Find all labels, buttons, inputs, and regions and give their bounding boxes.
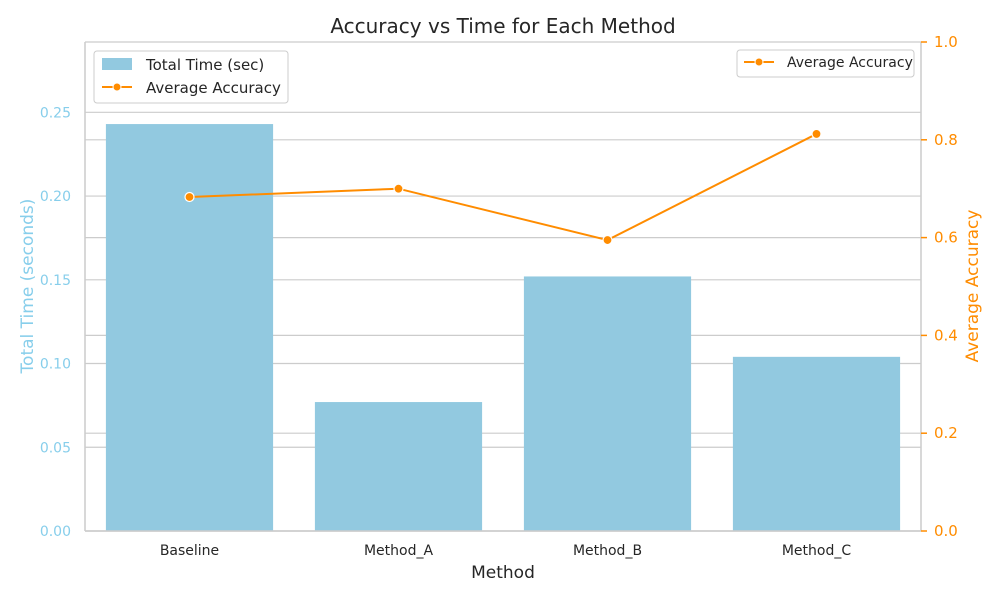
accuracy-line xyxy=(189,133,817,242)
legend-left-swatch-bar xyxy=(102,58,132,70)
bar-method_a xyxy=(314,402,483,531)
accuracy-point-baseline xyxy=(184,191,195,203)
y-left-tick-label-1: 0.05 xyxy=(40,440,71,456)
axes-layer: 0.00 0.05 0.10 0.15 0.20 0.25 0.0 0.2 0.4 0.6 0.8 1… xyxy=(40,33,958,559)
y-left-tick-label-2: 0.10 xyxy=(40,357,71,373)
y-right-tick-label-1: 0.2 xyxy=(934,424,958,442)
x-tick-label-method_c: Method_C xyxy=(782,543,852,559)
x-tick-label-method_a: Method_A xyxy=(364,543,434,559)
legend-right: Average Accuracy xyxy=(736,49,915,78)
y-right-tick-label-2: 0.4 xyxy=(934,326,958,344)
y-right-tick-label-4: 0.8 xyxy=(934,131,958,149)
bar-method_c xyxy=(732,356,901,531)
y-left-tick-label-3: 0.15 xyxy=(40,273,71,289)
x-tick-label-baseline: Baseline xyxy=(160,543,219,559)
legend-left-frame xyxy=(93,50,289,104)
line-layer xyxy=(184,128,822,246)
legend-left: Total Time (sec) Average Accuracy xyxy=(93,50,289,104)
label-layer: Accuracy vs Time for Each Method Method … xyxy=(18,14,983,583)
accuracy-point-method_b xyxy=(602,234,613,246)
chart-title: Accuracy vs Time for Each Method xyxy=(330,14,675,38)
y-axis-right-label: Average Accuracy xyxy=(963,210,983,363)
bar-layer xyxy=(105,124,901,531)
legend-right-label: Average Accuracy xyxy=(787,55,913,71)
y-left-tick-label-5: 0.25 xyxy=(40,105,71,121)
y-right-tick-label-0: 0.0 xyxy=(934,522,958,540)
y-left-tick-label-4: 0.20 xyxy=(40,189,71,205)
y-axis-left-label: Total Time (seconds) xyxy=(18,199,38,375)
bar-method_b xyxy=(523,276,692,531)
x-axis-label: Method xyxy=(471,563,535,583)
legend-left-label-bar: Total Time (sec) xyxy=(145,56,264,74)
legend-left-swatch-marker xyxy=(112,82,122,92)
legend-left-label-line: Average Accuracy xyxy=(146,79,281,97)
legend-right-swatch-marker xyxy=(754,57,764,67)
accuracy-point-method_c xyxy=(811,128,822,140)
accuracy-point-method_a xyxy=(393,183,404,194)
legend-right-frame xyxy=(736,49,915,78)
legend-layer: Total Time (sec) Average Accuracy Average … xyxy=(93,49,915,104)
bar-baseline xyxy=(105,124,274,531)
y-left-tick-label-0: 0.00 xyxy=(40,524,71,540)
x-tick-label-method_b: Method_B xyxy=(573,543,642,559)
y-right-tick-label-3: 0.6 xyxy=(934,229,958,247)
y-right-tick-label-5: 1.0 xyxy=(934,33,958,51)
